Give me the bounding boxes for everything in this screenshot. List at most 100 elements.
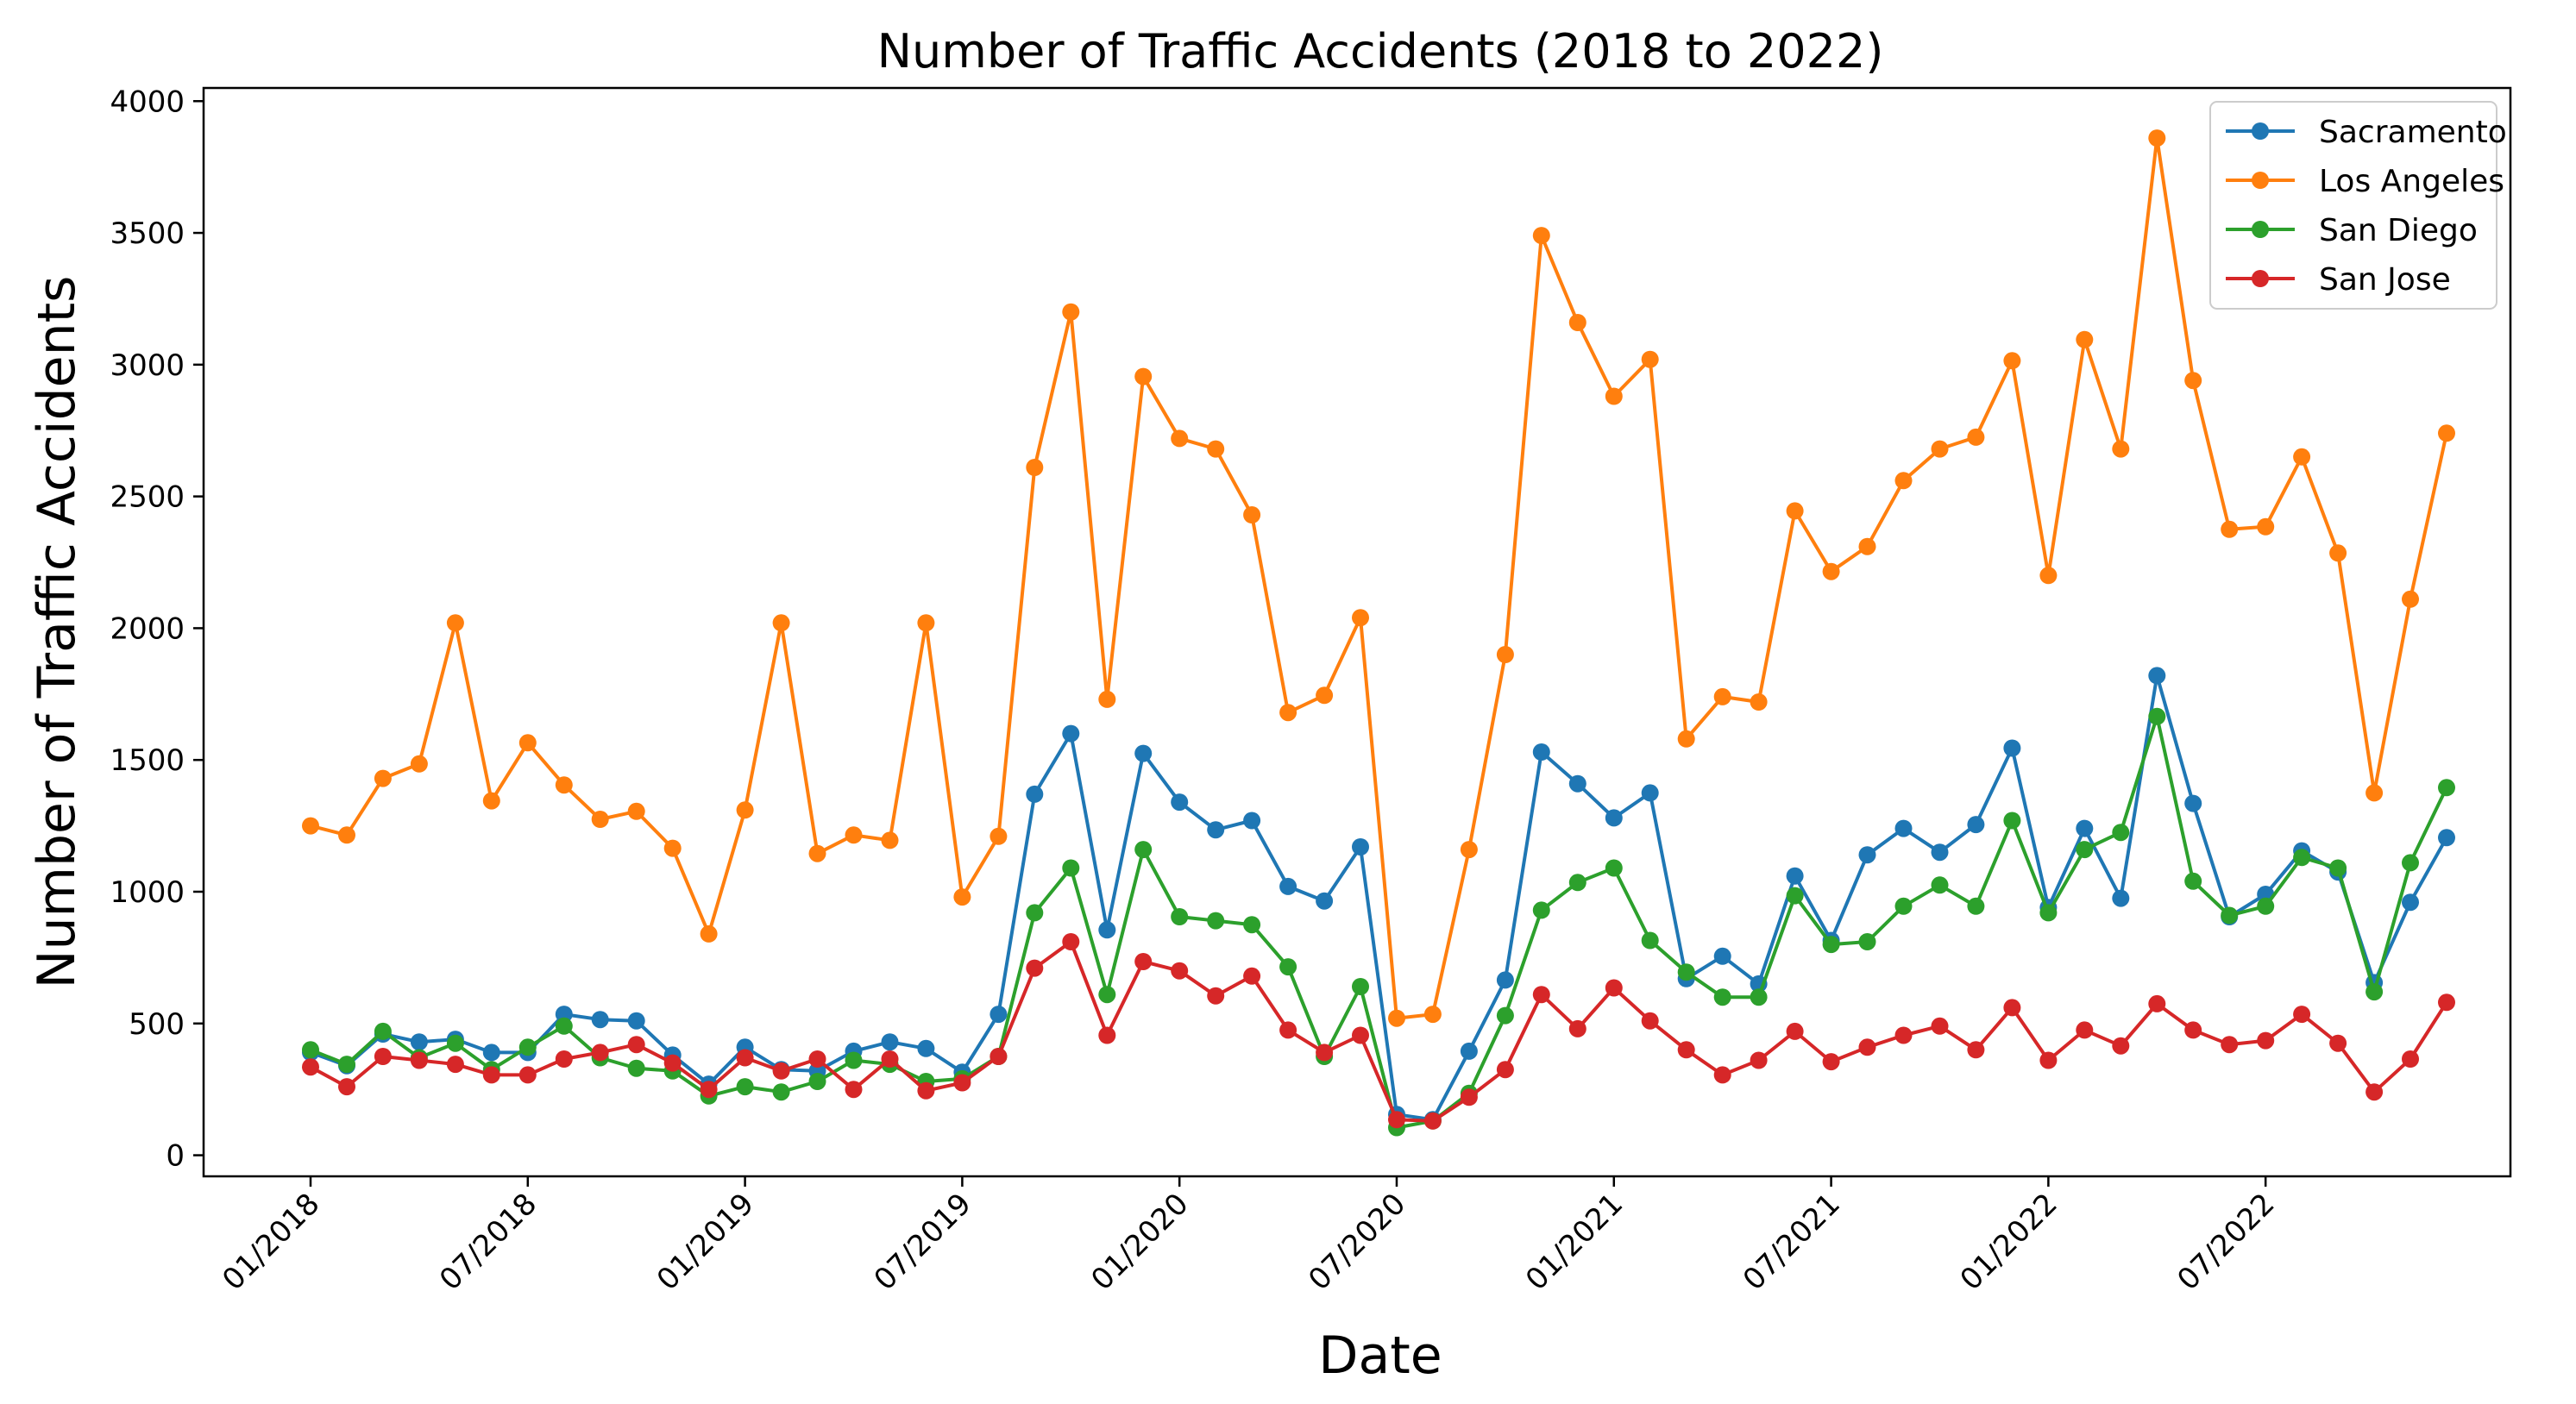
- data-point-san-diego: [1641, 931, 1659, 950]
- data-point-san-jose: [2438, 993, 2455, 1012]
- data-point-sacramento: [2112, 889, 2130, 907]
- plot-frame: [202, 86, 2512, 1178]
- data-point-san-diego: [302, 1041, 319, 1059]
- data-point-sacramento: [1605, 809, 1623, 827]
- data-point-los-angeles: [2039, 567, 2058, 585]
- data-point-san-jose: [881, 1050, 899, 1068]
- data-point-sacramento: [2184, 794, 2202, 812]
- y-tick-label: 4000: [110, 85, 185, 119]
- data-point-los-angeles: [1062, 303, 1080, 321]
- data-point-sacramento: [990, 1006, 1008, 1024]
- data-point-los-angeles: [2329, 544, 2347, 562]
- data-point-los-angeles: [917, 614, 935, 632]
- legend-marker-los-angeles: [2252, 172, 2269, 189]
- data-point-san-diego: [772, 1083, 790, 1101]
- data-point-sacramento: [1026, 785, 1044, 803]
- series-los-angeles: [302, 129, 2455, 1027]
- data-point-san-jose: [2112, 1037, 2130, 1055]
- data-point-sacramento: [1352, 838, 1369, 856]
- data-point-san-diego: [1352, 978, 1369, 995]
- data-point-los-angeles: [881, 831, 899, 849]
- data-point-los-angeles: [2257, 517, 2275, 536]
- data-point-san-diego: [2039, 904, 2058, 922]
- data-point-san-jose: [518, 1066, 537, 1084]
- data-point-sacramento: [591, 1011, 609, 1029]
- data-point-los-angeles: [2221, 520, 2239, 538]
- data-point-sacramento: [482, 1044, 500, 1062]
- data-point-san-diego: [1496, 1006, 1514, 1025]
- data-point-los-angeles: [1243, 506, 1261, 523]
- data-point-san-diego: [1568, 874, 1586, 892]
- y-tick-label: 3000: [110, 348, 185, 383]
- data-point-san-jose: [591, 1044, 609, 1062]
- data-point-sacramento: [1858, 846, 1876, 864]
- data-point-los-angeles: [2366, 784, 2384, 802]
- data-point-san-jose: [1460, 1088, 1478, 1106]
- data-point-san-diego: [2076, 841, 2094, 859]
- data-point-san-diego: [845, 1051, 863, 1069]
- data-point-san-diego: [1931, 876, 1949, 894]
- data-point-sacramento: [410, 1033, 428, 1051]
- data-point-los-angeles: [1641, 350, 1659, 368]
- data-point-san-jose: [410, 1051, 428, 1069]
- data-point-san-jose: [663, 1054, 682, 1072]
- data-point-los-angeles: [736, 801, 754, 819]
- data-point-san-jose: [1858, 1038, 1876, 1056]
- y-tick-label: 2500: [110, 480, 185, 515]
- data-point-sacramento: [2003, 739, 2021, 757]
- data-point-los-angeles: [555, 776, 573, 794]
- data-point-sacramento: [1171, 793, 1189, 812]
- data-point-los-angeles: [2076, 330, 2094, 348]
- data-point-san-diego: [2366, 983, 2384, 1001]
- data-point-san-diego: [2293, 849, 2311, 867]
- data-point-san-jose: [2402, 1050, 2419, 1068]
- data-point-los-angeles: [1098, 690, 1116, 708]
- data-point-los-angeles: [2438, 424, 2455, 442]
- data-point-sacramento: [1279, 877, 1297, 895]
- data-point-san-diego: [1532, 901, 1550, 919]
- data-point-los-angeles: [1423, 1006, 1442, 1024]
- data-point-los-angeles: [1786, 502, 1804, 520]
- data-point-sacramento: [555, 1006, 573, 1024]
- data-point-san-diego: [1207, 912, 1225, 930]
- data-point-sacramento: [881, 1033, 899, 1051]
- data-point-san-jose: [700, 1081, 718, 1099]
- y-tick-label: 1000: [110, 875, 185, 910]
- data-point-san-diego: [1171, 908, 1189, 925]
- data-point-san-jose: [1098, 1026, 1116, 1044]
- data-point-san-jose: [2329, 1034, 2347, 1052]
- data-point-los-angeles: [990, 827, 1008, 845]
- data-point-los-angeles: [2293, 448, 2311, 466]
- data-point-los-angeles: [1279, 704, 1297, 722]
- legend-marker-san-jose: [2252, 270, 2269, 287]
- y-tick-label: 2000: [110, 611, 185, 646]
- data-point-san-jose: [1388, 1111, 1405, 1129]
- data-point-los-angeles: [518, 734, 537, 752]
- data-point-san-jose: [1026, 959, 1044, 977]
- data-point-los-angeles: [700, 925, 718, 943]
- data-point-san-jose: [2257, 1031, 2275, 1050]
- data-point-san-jose: [446, 1056, 464, 1074]
- data-point-los-angeles: [1316, 686, 1334, 705]
- data-point-los-angeles: [772, 614, 790, 632]
- legend-label-sacramento: Sacramento: [2319, 115, 2507, 150]
- legend-marker-sacramento: [2252, 122, 2269, 140]
- data-point-san-diego: [1605, 859, 1623, 877]
- data-point-san-jose: [2148, 994, 2166, 1012]
- data-point-los-angeles: [845, 826, 863, 844]
- y-tick-label: 0: [166, 1139, 185, 1174]
- data-point-san-jose: [2184, 1021, 2202, 1039]
- data-point-los-angeles: [1352, 609, 1369, 627]
- data-point-san-jose: [1931, 1017, 1949, 1035]
- data-point-san-diego: [555, 1017, 573, 1035]
- data-point-sacramento: [917, 1039, 935, 1057]
- data-point-san-diego: [1279, 958, 1297, 976]
- data-point-san-jose: [1207, 987, 1225, 1005]
- data-point-los-angeles: [1171, 429, 1189, 448]
- data-point-san-jose: [1532, 986, 1550, 1004]
- data-point-los-angeles: [953, 888, 971, 906]
- data-point-san-jose: [845, 1081, 863, 1099]
- data-point-los-angeles: [1677, 730, 1695, 748]
- data-point-sacramento: [1931, 843, 1949, 862]
